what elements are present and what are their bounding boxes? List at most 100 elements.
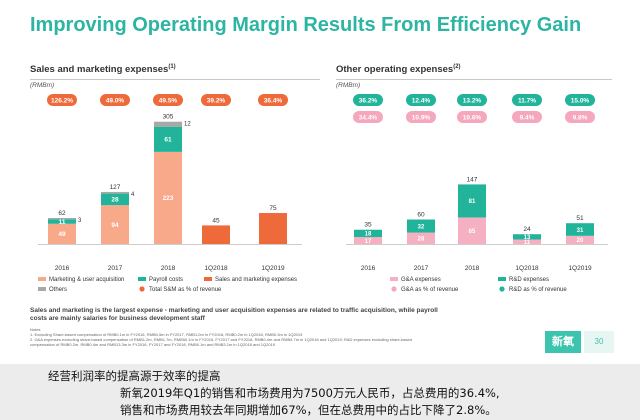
sm-bar-label-0-1: 94: [111, 222, 119, 229]
other-bar-1-4: [566, 223, 594, 236]
sm-bar-label-1-2: 61: [164, 137, 172, 144]
sm-category-0: 2016: [55, 265, 70, 272]
other-legend-label-3: R&D as % of revenue: [509, 287, 567, 293]
other-category-4: 1Q2019: [568, 265, 592, 272]
sm-legend-label-2: Sales and marketing expenses: [215, 277, 297, 283]
sm-bar-1-2: [154, 126, 182, 152]
note-2: 2. G&A expenses excluding share-based co…: [30, 337, 412, 342]
other-bar-1-0: [354, 229, 382, 238]
other-bar-label-0-2: 65: [469, 229, 476, 235]
sm-bar-label-3-4: 75: [269, 205, 277, 212]
sm-pct-1-text: 49.0%: [106, 97, 125, 104]
other-category-0: 2016: [361, 265, 376, 272]
sm-unit-label: (RMBm): [30, 82, 55, 89]
sm-bar-2-1: [101, 191, 129, 194]
other-legend-label-2: G&A as % of revenue: [401, 287, 459, 293]
other-ga-pct-4-text: 9.8%: [573, 114, 588, 121]
other-legend-label-1: R&D expenses: [509, 277, 549, 283]
company-logo: 新氧: [545, 331, 581, 353]
sm-pct-4-badge: [258, 94, 288, 106]
other-rd-pct-3-text: 11.7%: [518, 97, 536, 104]
other-legend-swatch-3: [499, 286, 505, 292]
other-rd-pct-3-badge: [512, 94, 542, 106]
sm-bar-label-2-2: 12: [184, 122, 191, 128]
sm-bar-label-2-1: 4: [131, 192, 135, 198]
other-category-2: 2018: [465, 265, 480, 272]
sm-bar-1-1: [101, 193, 129, 206]
other-bar-label-1-3: 13: [524, 235, 531, 241]
sm-bar-3-4: [259, 213, 287, 244]
other-total-2: 147: [467, 176, 478, 183]
sm-legend-swatch-1: [138, 277, 146, 281]
other-category-1: 2017: [414, 265, 429, 272]
sm-bar-label-1-0: 11: [59, 219, 66, 226]
chinese-caption: 经营利润率的提高源于效率的提高 新氧2019年Q1的销售和市场费用为7500万元…: [0, 364, 640, 420]
sm-pct-3-text: 39.2%: [207, 97, 226, 104]
note-1: 1. Excluding Share-based compensation of…: [30, 332, 303, 337]
sm-pct-3-badge: [201, 94, 231, 106]
other-unit-label: (RMBm): [336, 82, 361, 89]
other-ga-pct-0-badge: [353, 111, 383, 123]
page-number: 30: [584, 331, 614, 353]
sm-panel-rule: [30, 79, 320, 80]
sm-legend-label-0: Marketing & user acquisition: [49, 277, 124, 283]
other-ga-pct-1-text: 10.9%: [412, 114, 431, 121]
slide-title: Improving Operating Margin Results From …: [30, 14, 582, 36]
sm-bar-2-2: [154, 121, 182, 127]
other-bar-1-2: [458, 184, 486, 218]
other-bar-label-0-1: 28: [418, 237, 425, 243]
other-panel-title: Other operating expenses(2): [336, 64, 461, 76]
sm-bar-0-1: [101, 205, 129, 244]
sm-bar-2-0: [48, 217, 76, 220]
other-rd-pct-2-badge: [457, 94, 487, 106]
other-bar-0-1: [407, 232, 435, 244]
sm-bar-0-0: [48, 223, 76, 244]
other-rd-pct-1-text: 12.4%: [412, 97, 431, 104]
sm-legend-label-3: Others: [49, 287, 67, 293]
other-ga-pct-3-badge: [512, 111, 542, 123]
other-rd-pct-2-text: 13.2%: [463, 97, 482, 104]
other-ga-pct-0-text: 34.4%: [359, 114, 378, 121]
caption-line-2: 新氧2019年Q1的销售和市场费用为7500万元人民币，占总费用的36.4%,: [120, 386, 500, 400]
other-rd-pct-4-text: 15.0%: [571, 97, 590, 104]
other-total-4: 51: [576, 215, 584, 222]
other-ga-pct-2-badge: [457, 111, 487, 123]
other-bar-label-0-4: 20: [577, 238, 584, 244]
other-ga-pct-3-text: 9.4%: [520, 114, 535, 121]
footer-notes: Notes 1. Excluding Share-based compensat…: [30, 327, 570, 347]
other-bar-1-3: [513, 234, 541, 240]
other-bar-label-1-1: 32: [418, 224, 425, 230]
other-bar-label-1-0: 18: [365, 232, 372, 238]
other-bar-0-2: [458, 217, 486, 244]
sm-bar-label-2-0: 3: [78, 218, 82, 224]
sm-pct-1-badge: [100, 94, 130, 106]
other-category-3: 1Q2018: [515, 265, 539, 272]
other-ga-pct-4-badge: [565, 111, 595, 123]
sm-pct-2-badge: [153, 94, 183, 106]
sm-pct-0-text: 126.2%: [51, 97, 73, 104]
sm-pct-0-badge: [47, 94, 77, 106]
sm-legend-label-1: Payroll costs: [149, 277, 183, 283]
sm-bar-label-0-2: 223: [163, 195, 174, 202]
other-ga-pct-2-text: 10.6%: [463, 114, 482, 121]
other-legend-swatch-0: [390, 277, 398, 281]
other-bar-0-0: [354, 237, 382, 244]
other-bar-label-0-3: 11: [524, 240, 531, 246]
other-total-3: 24: [523, 226, 531, 233]
sm-bar-1-0: [48, 219, 76, 224]
caption-line-3: 销售和市场费用较去年同期增加67%，但在总费用中的占比下降了2.8%。: [120, 403, 497, 417]
sm-category-4: 1Q2019: [261, 265, 285, 272]
sm-pct-4-text: 36.4%: [264, 97, 283, 104]
other-panel-rule: [336, 79, 612, 80]
sm-total-1: 127: [110, 184, 121, 191]
sm-pct-2-text: 49.5%: [159, 97, 178, 104]
sm-bar-label-3-3: 45: [212, 217, 220, 224]
sm-legend-swatch-4: [139, 286, 145, 292]
notes-heading: Notes: [30, 327, 41, 332]
other-legend-swatch-2: [391, 286, 397, 292]
sm-category-3: 1Q2018: [204, 265, 228, 272]
sm-panel-title: Sales and marketing expenses(1): [30, 64, 176, 76]
other-rd-pct-4-badge: [565, 94, 595, 106]
footer-main-text: Sales and marketing is the largest expen…: [30, 307, 438, 322]
